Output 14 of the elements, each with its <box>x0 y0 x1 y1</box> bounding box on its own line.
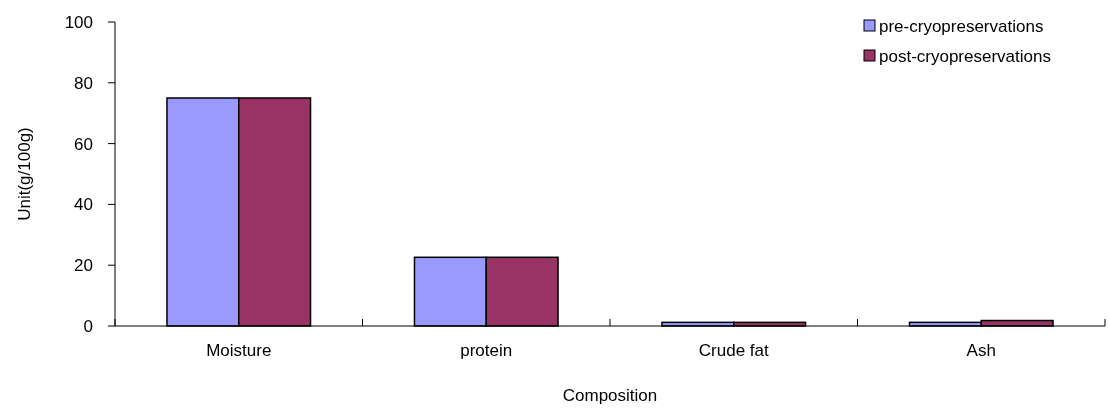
y-tick-label: 100 <box>64 12 93 32</box>
y-tick-label: 60 <box>74 134 93 154</box>
y-tick-label: 0 <box>83 316 93 336</box>
y-tick-label: 80 <box>74 73 93 93</box>
y-tick-label: 40 <box>74 195 93 215</box>
y-axis-title: Unit(g/100g) <box>15 127 34 221</box>
legend-label: post-cryopreservations <box>879 46 1051 66</box>
x-tick-label: protein <box>460 341 513 360</box>
x-tick-label: Ash <box>966 341 996 360</box>
x-tick-label: Crude fat <box>698 341 769 360</box>
y-tick-label: 20 <box>74 256 93 276</box>
legend-label: pre-cryopreservations <box>879 16 1044 36</box>
x-tick-label: Moisture <box>206 341 272 360</box>
x-axis-title: Composition <box>562 386 658 405</box>
